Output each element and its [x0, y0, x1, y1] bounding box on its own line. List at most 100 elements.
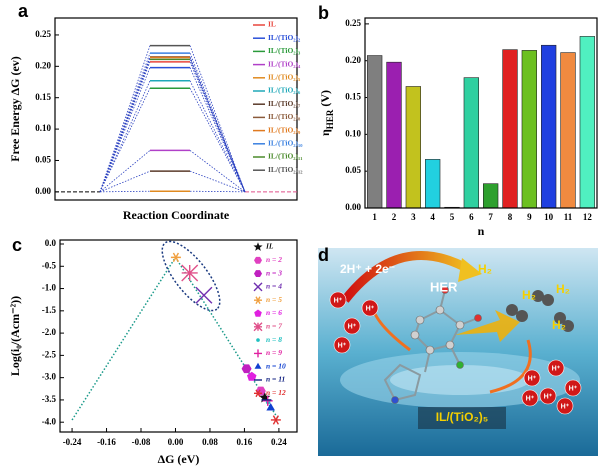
proton	[547, 359, 565, 377]
proton	[523, 369, 541, 387]
plot-frame	[364, 17, 598, 209]
panel-label: b	[318, 3, 329, 23]
arrow-head	[458, 258, 482, 282]
proton-label: H⁺	[552, 365, 561, 372]
proton-label: H⁺	[526, 395, 535, 402]
y-tick-label: 0.15	[35, 92, 51, 102]
energy-connector	[99, 80, 246, 193]
data-point	[258, 391, 271, 403]
legend-label: IL/(TiO₂)₃	[268, 46, 301, 55]
bar	[521, 50, 537, 209]
data-point	[266, 402, 276, 411]
y-tick-label: 0.10	[345, 128, 361, 138]
catalyst-label-box	[418, 407, 506, 429]
legend-label: n = 8	[266, 335, 282, 344]
x-tick-label: 12	[583, 212, 593, 222]
y-tick-label: 0.0	[45, 238, 57, 248]
illustration	[318, 248, 598, 456]
marker-shape	[262, 395, 273, 406]
legend-label: n = 5	[266, 295, 282, 304]
x-tick-label: 0.16	[237, 437, 253, 447]
proton-label: H⁺	[569, 385, 578, 392]
marker-shape	[266, 402, 276, 411]
panel-label: a	[18, 1, 29, 21]
bar	[463, 77, 479, 209]
proton-label: H⁺	[338, 342, 347, 349]
process-label: HER	[430, 279, 458, 294]
y-axis-title-part: (V)	[318, 90, 332, 110]
y-tick-label: 0.25	[345, 18, 361, 28]
legend-marker	[253, 242, 263, 251]
marker-shape	[254, 256, 262, 264]
x-tick-label: 10	[544, 212, 554, 222]
marker-shape	[253, 322, 263, 332]
y-tick-label: 0.05	[35, 155, 51, 165]
atoms	[391, 286, 482, 404]
bar	[483, 183, 499, 209]
legend-marker	[254, 270, 262, 278]
product-label: H₂	[478, 262, 492, 276]
curved-arrow	[489, 339, 532, 394]
legend-marker	[256, 338, 260, 342]
x-tick-label: 0.08	[202, 437, 218, 447]
x-tick-label: 2	[392, 212, 397, 222]
legend-marker	[253, 322, 263, 332]
legend-marker	[254, 362, 262, 369]
legend-label: n = 10	[266, 361, 286, 370]
marker-shape	[181, 264, 199, 282]
ripple	[390, 365, 530, 395]
y-tick-label: -1.0	[42, 283, 57, 293]
y-tick-label: 0.20	[35, 60, 51, 70]
catalyst-label: IL/(TiO₂)₅	[436, 410, 489, 424]
highlight-ellipse	[161, 240, 221, 312]
energy-connector	[99, 190, 246, 193]
y-axis-title: ηHER (V)	[318, 90, 335, 136]
panel-label: d	[318, 245, 329, 265]
legend-label: IL/(TiO₂)₁₂	[268, 165, 303, 174]
marker-shape	[170, 252, 181, 263]
marker-shape	[254, 389, 262, 398]
y-tick-label: -4.0	[42, 416, 57, 426]
bar	[560, 52, 576, 209]
y-tick-label: 0.15	[345, 92, 361, 102]
bar	[579, 36, 595, 209]
proton	[564, 379, 582, 397]
reaction-arrow	[341, 251, 473, 303]
proton	[361, 299, 379, 317]
y-tick-label: 0.00	[345, 202, 361, 212]
data-point	[262, 395, 273, 406]
proton-label: H⁺	[334, 297, 343, 304]
data-point	[195, 286, 213, 304]
bar	[367, 55, 383, 209]
legend-label: n = 12	[266, 388, 286, 397]
y-tick-label: -3.5	[42, 394, 57, 404]
marker-shape	[195, 286, 213, 304]
marker-shape	[256, 338, 260, 342]
h2-molecules	[506, 290, 574, 332]
x-tick-label: 9	[527, 212, 532, 222]
legend-marker	[254, 309, 262, 317]
legend-label: n = 3	[266, 268, 282, 277]
marker-shape	[258, 391, 271, 403]
y-tick-label: -3.0	[42, 372, 57, 382]
legend-label: IL/(TiO₂)₁₀	[268, 139, 303, 148]
proton	[329, 291, 347, 309]
legend-label: n = 7	[266, 322, 282, 331]
energy-connector	[99, 150, 246, 193]
legend-marker	[254, 296, 262, 305]
bar	[541, 44, 557, 209]
proton	[343, 317, 361, 335]
legend-label: n = 11	[266, 375, 285, 384]
legend-label: n = 2	[266, 255, 282, 264]
bar	[425, 159, 441, 209]
x-tick-label: 11	[564, 212, 573, 222]
x-tick-label: -0.16	[97, 437, 116, 447]
plot-frame	[54, 17, 298, 201]
legend-label: IL/(TiO₂)₁₁	[268, 152, 303, 161]
legend-label: n = 9	[266, 348, 282, 357]
y-tick-label: -1.5	[42, 305, 57, 315]
legend-marker	[254, 256, 262, 264]
legend-label: IL/(TiO₂)₈	[268, 112, 301, 121]
legend-label: n = 4	[266, 282, 282, 291]
proton	[333, 336, 351, 354]
